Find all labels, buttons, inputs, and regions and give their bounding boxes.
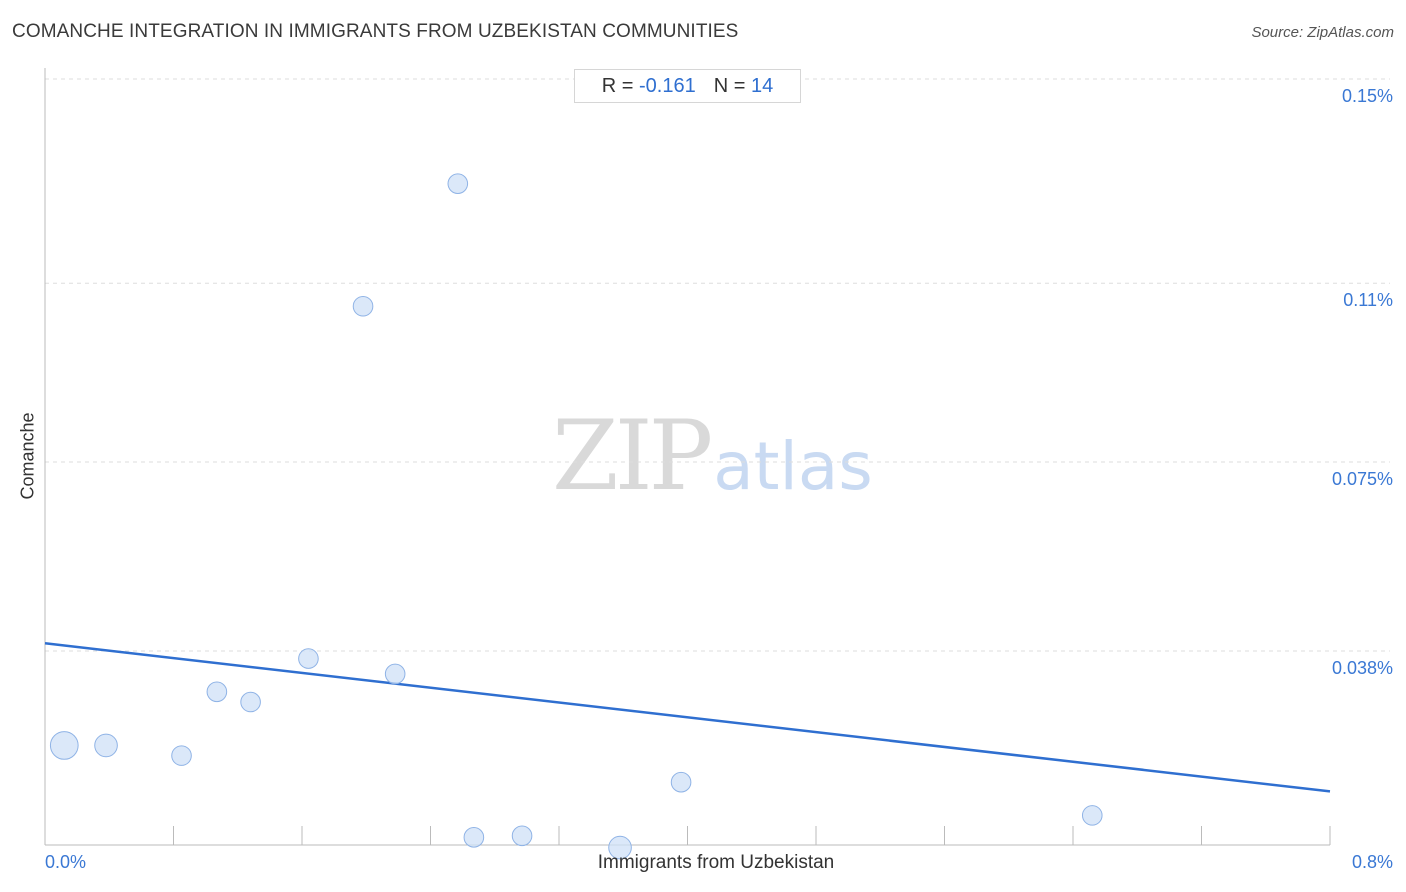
data-point-0 [49, 731, 79, 760]
y-tick-label-1: 0.075% [1331, 469, 1393, 489]
grid-layer [45, 78, 1390, 652]
x-tick-label-max: 0.8% [1351, 852, 1393, 872]
axis-layer [44, 68, 1331, 846]
data-point-3 [206, 681, 228, 703]
data-point-2 [171, 745, 192, 766]
y-tick-label-3: 0.15% [1341, 86, 1393, 106]
data-point-12 [670, 771, 692, 793]
y-tick-label-0: 0.038% [1331, 657, 1393, 678]
y-axis-label: Comanche [17, 412, 38, 500]
source-label: Source: ZipAtlas.com [1251, 24, 1394, 41]
chart-title: COMANCHE INTEGRATION IN IMMIGRANTS FROM … [12, 21, 739, 42]
data-point-10 [511, 825, 533, 847]
y-tick-label-2: 0.11% [1343, 290, 1393, 311]
x-axis-label: Immigrants from Uzbekistan [597, 852, 835, 873]
data-point-6 [352, 295, 374, 317]
trend-line [44, 642, 1331, 793]
data-point-7 [384, 663, 406, 685]
data-point-1 [94, 733, 118, 758]
data-point-5 [298, 648, 319, 669]
n-label: N = [713, 74, 746, 97]
trend-layer [44, 642, 1331, 793]
stats-box: R = -0.161 N = 14 [574, 69, 801, 103]
point-layer [49, 173, 1103, 860]
data-point-11 [608, 835, 632, 860]
data-point-8 [447, 173, 469, 194]
n-value: 14 [750, 74, 774, 97]
x-tick-label-min: 0.0% [45, 852, 87, 872]
data-point-4 [240, 691, 261, 713]
r-value: -0.161 [639, 74, 696, 97]
r-label: R = [601, 74, 634, 97]
data-point-13 [1081, 805, 1103, 826]
data-point-9 [463, 827, 485, 848]
